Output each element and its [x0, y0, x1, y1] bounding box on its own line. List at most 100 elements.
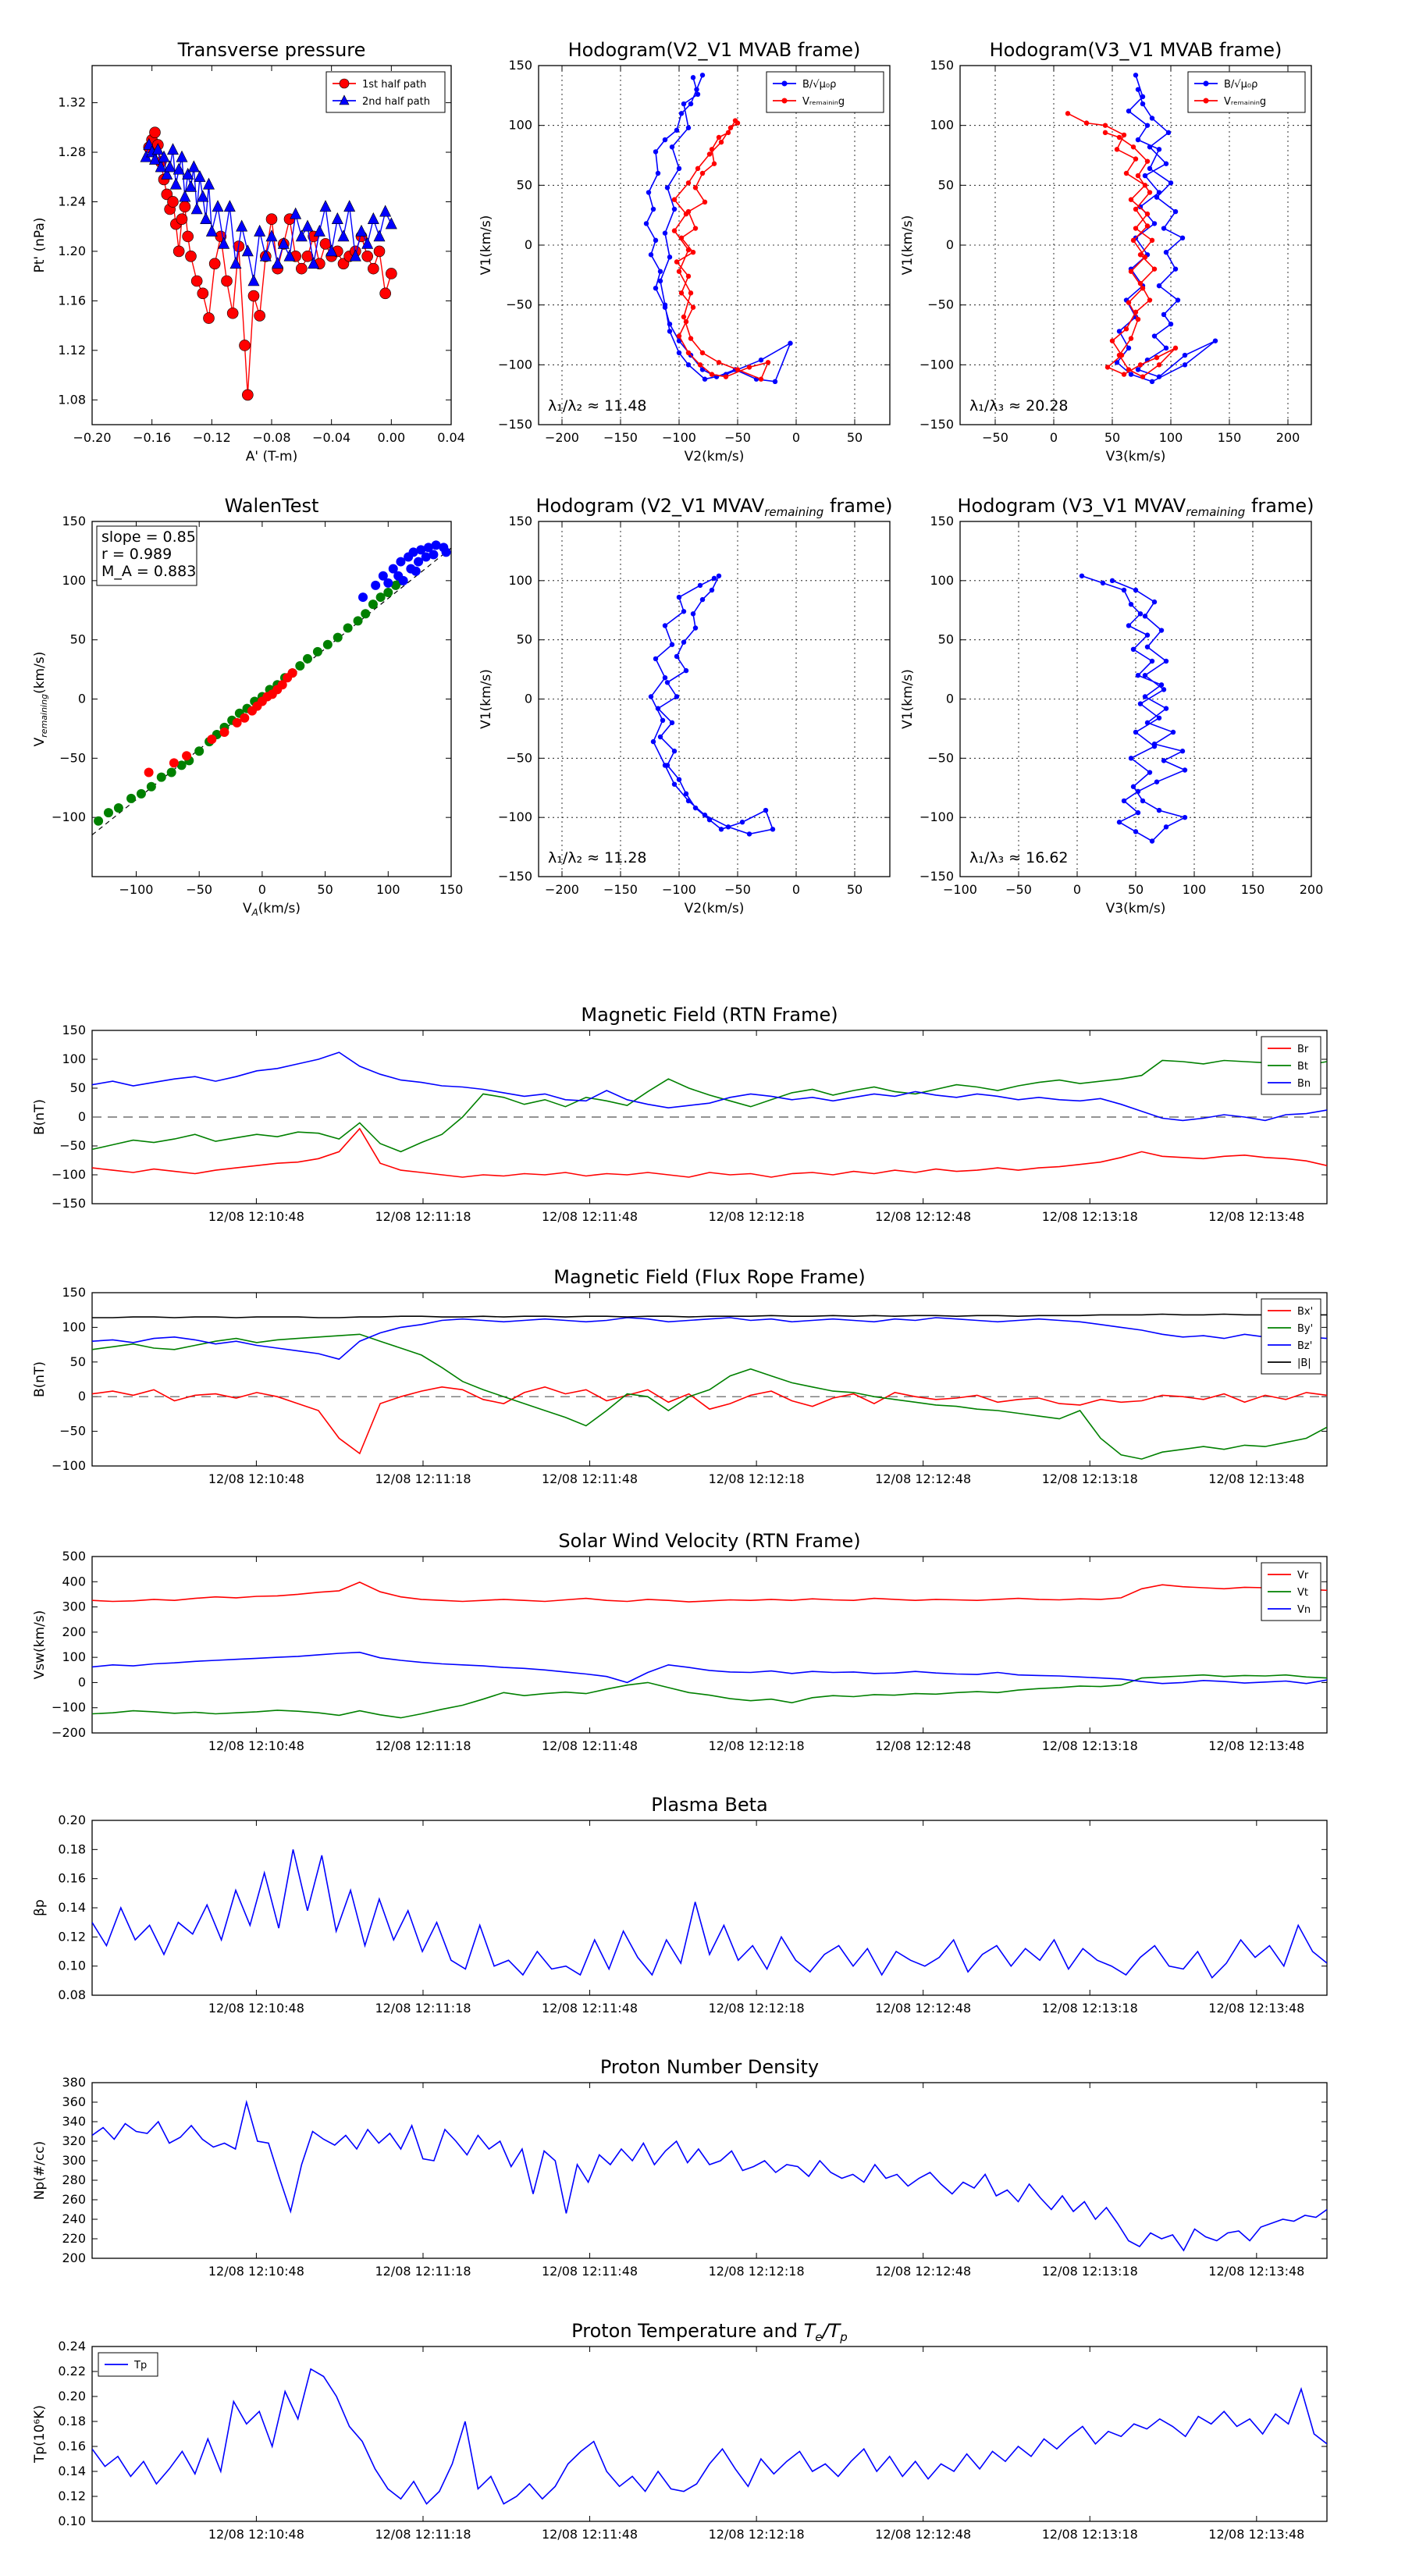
data-point	[166, 767, 176, 777]
data-point	[690, 304, 696, 310]
ytick-label: 1.12	[58, 343, 86, 358]
data-point	[242, 389, 254, 401]
data-point	[312, 646, 322, 656]
data-point	[1161, 311, 1167, 318]
xtick-label: −100	[943, 882, 977, 897]
data-point	[685, 350, 692, 356]
data-point	[358, 592, 368, 603]
legend-label: B/√μ₀ρ	[802, 79, 836, 91]
data-point	[772, 379, 778, 384]
data-point	[1130, 646, 1136, 652]
ytick-label: −100	[52, 1458, 86, 1473]
data-point	[1151, 221, 1158, 226]
data-point	[718, 139, 724, 145]
data-point	[1135, 672, 1141, 678]
data-point	[322, 639, 333, 649]
data-point	[681, 314, 687, 320]
data-point	[1133, 829, 1139, 834]
xtick-label: 12/08 12:12:48	[875, 2527, 971, 2542]
data-point	[1116, 820, 1122, 825]
data-point	[1147, 144, 1153, 150]
legend-label: Tp	[133, 2360, 147, 2371]
data-point	[1128, 372, 1134, 377]
data-point	[669, 642, 675, 647]
data-point	[1172, 208, 1179, 215]
data-point	[126, 793, 137, 803]
data-point	[167, 143, 179, 155]
ytick-label: −50	[59, 750, 86, 765]
data-point	[185, 180, 197, 192]
xtick-label: 50	[847, 882, 863, 897]
data-point	[674, 694, 680, 699]
ytick-label: 100	[62, 1319, 86, 1334]
data-point	[272, 257, 284, 269]
series-group	[643, 73, 793, 384]
y-axis-label: Pt' (nPa)	[32, 218, 48, 273]
data-point	[254, 224, 266, 237]
data-point	[1168, 180, 1174, 186]
data-point	[226, 307, 239, 319]
data-point	[416, 545, 426, 555]
data-point	[706, 151, 713, 157]
ytick-label: 1.32	[58, 95, 86, 110]
xtick-label: −0.16	[133, 430, 171, 445]
xtick-label: 150	[1241, 882, 1265, 897]
data-point	[695, 165, 701, 172]
data-point	[718, 827, 724, 832]
data-point	[685, 798, 692, 804]
data-point	[685, 362, 692, 368]
data-point	[368, 262, 379, 275]
data-point	[678, 290, 685, 296]
xtick-label: 12/08 12:13:48	[1208, 2001, 1304, 2016]
data-point	[149, 126, 161, 138]
ytick-label: 0	[78, 1389, 86, 1404]
data-point	[367, 212, 379, 224]
data-point	[685, 180, 692, 186]
chart-walen-test: WalenTest −100 −50 0 50 100 150 −100 −50 0 50 100 15…	[32, 495, 463, 918]
data-point	[1133, 309, 1139, 315]
xtick-label: 0	[1050, 430, 1058, 445]
legend-label: Vn	[1297, 1604, 1311, 1616]
data-point	[1144, 158, 1151, 164]
data-point	[1135, 809, 1141, 816]
y-axis-label: Vsw(km/s)	[32, 1610, 48, 1680]
data-point	[182, 230, 194, 243]
ytick-label: 50	[517, 177, 532, 192]
data-point	[232, 717, 242, 728]
data-point	[337, 229, 350, 242]
stats-line: M_A = 0.883	[101, 563, 196, 580]
xtick-label: 12/08 12:11:18	[375, 2264, 471, 2279]
data-point	[1121, 587, 1127, 593]
data-point	[1133, 587, 1139, 593]
ytick-label: 340	[62, 2114, 86, 2129]
chart-solar-wind-velocity: Solar Wind Velocity (RTN Frame) −200 −100 0…	[32, 1530, 1328, 1753]
xtick-label: −200	[545, 430, 579, 445]
legend-marker	[339, 78, 350, 89]
ytick-label: 500	[62, 1549, 86, 1564]
ytick-label: 380	[62, 2075, 86, 2090]
data-point	[1144, 644, 1151, 649]
data-point	[1130, 237, 1136, 244]
data-point	[149, 152, 161, 165]
ytick-label: 150	[62, 514, 86, 528]
ytick-label: −100	[52, 809, 86, 824]
ytick-label: 1.20	[58, 244, 86, 258]
data-point	[746, 831, 752, 837]
data-point	[301, 250, 314, 262]
data-point	[1123, 170, 1129, 176]
data-point	[203, 177, 215, 190]
ytick-label: 100	[930, 118, 954, 133]
data-point	[1151, 599, 1158, 605]
data-point	[685, 273, 692, 279]
data-point	[692, 805, 699, 811]
data-point	[383, 588, 393, 597]
ytick-label: −100	[52, 1700, 86, 1715]
series-group	[92, 1051, 1327, 1178]
y-axis-label: V1(km/s)	[900, 669, 916, 729]
legend-label: Br	[1297, 1044, 1309, 1055]
data-point	[179, 190, 191, 202]
series-line-beta	[92, 1849, 1327, 1979]
data-point	[1135, 316, 1141, 322]
series-line-Vr	[92, 1582, 1327, 1603]
xtick-label: 12/08 12:13:18	[1042, 2001, 1138, 2016]
